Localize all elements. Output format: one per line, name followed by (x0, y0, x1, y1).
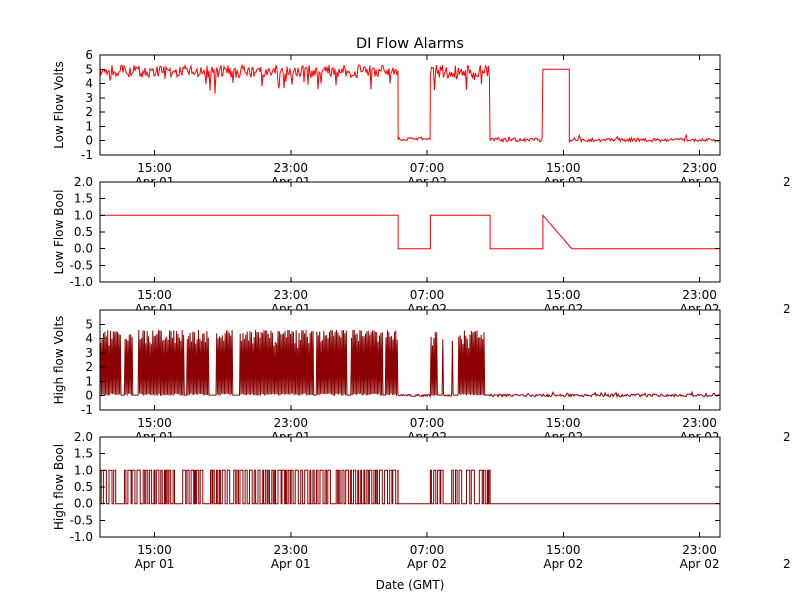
y-tick-label: -1 (81, 148, 93, 162)
y-tick-label: 2.0 (74, 430, 93, 444)
x-tick-time-label: 23:00 (273, 161, 308, 175)
x-tick-date-label: Apr 02 (407, 557, 447, 571)
y-tick-label: 0.5 (74, 225, 93, 239)
y-tick-label: 0.0 (74, 497, 93, 511)
y-tick-label: 1.5 (74, 447, 93, 461)
x-tick-time-label: 07:00 (410, 288, 445, 302)
y-tick-label: 6 (85, 48, 93, 62)
x-tick-date-label: Apr 01 (271, 557, 311, 571)
ylabel-high-flow-volts: High flow Volts (52, 316, 66, 405)
x-tick-time-label: 15:00 (546, 416, 581, 430)
x-tick-time-label: 23:00 (682, 161, 717, 175)
y-tick-label: -0.5 (70, 258, 93, 272)
x-tick-time-label: 23:00 (273, 416, 308, 430)
ylabel-low-flow-bool: Low Flow Bool (52, 190, 66, 275)
right-edge-clipped-label: 2 (783, 175, 791, 189)
y-tick-label: -1.0 (70, 530, 93, 544)
x-tick-time-label: 23:00 (273, 288, 308, 302)
series-high-flow-bool (100, 469, 720, 505)
x-tick-time-label: 15:00 (137, 543, 172, 557)
y-tick-label: 1.0 (74, 208, 93, 222)
y-tick-label: 5 (85, 317, 93, 331)
x-tick-time-label: 15:00 (546, 288, 581, 302)
x-tick-time-label: 23:00 (682, 543, 717, 557)
y-tick-label: 4 (85, 332, 93, 346)
x-tick-date-label: Apr 02 (680, 557, 720, 571)
y-tick-label: 1.0 (74, 463, 93, 477)
x-tick-time-label: 07:00 (410, 161, 445, 175)
ylabel-low-flow-volts: Low Flow Volts (52, 61, 66, 149)
y-tick-label: 0.5 (74, 480, 93, 494)
x-tick-date-label: Apr 02 (543, 557, 583, 571)
right-edge-clipped-label: 2 (783, 557, 791, 571)
axes-frame (99, 54, 721, 156)
x-tick-time-label: 15:00 (137, 288, 172, 302)
x-tick-time-label: 07:00 (410, 416, 445, 430)
x-tick-time-label: 07:00 (410, 543, 445, 557)
ylabel-high-flow-bool: High flow Bool (52, 444, 66, 530)
x-tick-time-label: 23:00 (682, 288, 717, 302)
y-tick-label: 0.0 (74, 242, 93, 256)
x-tick-time-label: 23:00 (273, 543, 308, 557)
y-tick-label: 1 (85, 119, 93, 133)
x-tick-time-label: 15:00 (137, 161, 172, 175)
y-tick-label: 1 (85, 374, 93, 388)
y-tick-label: -1 (81, 403, 93, 417)
y-tick-label: 2.0 (74, 175, 93, 189)
y-tick-label: 5 (85, 62, 93, 76)
axes-background (100, 437, 720, 537)
y-tick-label: 1.5 (74, 192, 93, 206)
y-tick-label: 3 (85, 346, 93, 360)
y-tick-label: 2 (85, 105, 93, 119)
series-low-flow-bool (100, 213, 720, 250)
x-tick-date-label: Apr 01 (135, 557, 175, 571)
x-tick-time-label: 15:00 (137, 416, 172, 430)
y-tick-label: 4 (85, 77, 93, 91)
y-tick-label: 0 (85, 389, 93, 403)
right-edge-clipped-label: 2 (783, 302, 791, 316)
x-axis-label: Date (GMT) (376, 578, 445, 592)
axes-frame (99, 309, 721, 411)
y-tick-label: 3 (85, 91, 93, 105)
series-low-flow-volts (100, 63, 720, 144)
chart-title: DI Flow Alarms (356, 36, 464, 52)
right-edge-clipped-label: 2 (783, 430, 791, 444)
x-tick-time-label: 23:00 (682, 416, 717, 430)
y-tick-label: 0 (85, 134, 93, 148)
x-tick-time-label: 15:00 (546, 543, 581, 557)
series-high-flow-volts (100, 329, 720, 399)
y-tick-label: -0.5 (70, 513, 93, 527)
y-tick-label: 2 (85, 360, 93, 374)
x-tick-time-label: 15:00 (546, 161, 581, 175)
y-tick-label: -1.0 (70, 275, 93, 289)
axes-background (100, 182, 720, 282)
